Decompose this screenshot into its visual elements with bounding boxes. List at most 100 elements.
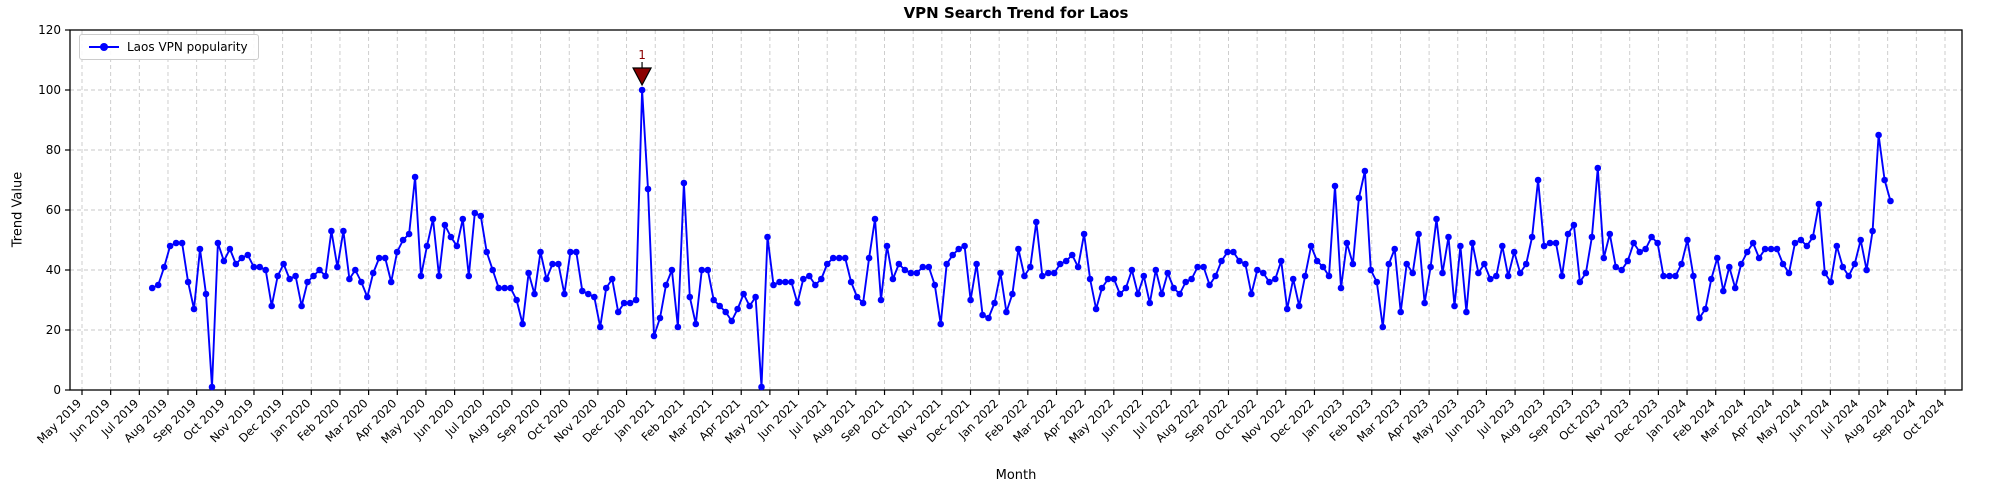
data-point [1815, 200, 1823, 208]
data-point [788, 278, 795, 286]
data-point [961, 242, 968, 250]
data-point [334, 263, 341, 271]
data-point [1242, 260, 1249, 268]
data-point [1188, 275, 1195, 283]
data-point [208, 383, 216, 391]
data-point [1068, 251, 1076, 259]
data-point [1092, 305, 1100, 313]
data-point [752, 293, 759, 301]
data-point [453, 242, 461, 250]
legend: Laos VPN popularity [79, 34, 259, 60]
data-point [154, 281, 162, 289]
data-point [316, 266, 323, 274]
data-point [262, 266, 270, 274]
data-point [1833, 242, 1841, 250]
y-tick-label: 100 [38, 83, 61, 97]
data-point [268, 302, 276, 310]
data-point [1463, 308, 1470, 316]
data-point [387, 278, 395, 286]
data-point [1260, 269, 1267, 277]
data-point [531, 290, 538, 298]
data-point [1056, 260, 1064, 268]
data-point [1522, 260, 1530, 268]
data-point [728, 317, 735, 325]
data-point [501, 284, 509, 292]
data-point [399, 236, 407, 244]
data-point [447, 233, 455, 241]
data-point [1146, 299, 1154, 307]
y-tick-label: 0 [53, 383, 61, 397]
data-point [1421, 299, 1428, 307]
data-point [1582, 269, 1590, 277]
data-point [937, 320, 944, 328]
data-point [776, 278, 783, 286]
data-point [638, 86, 646, 94]
legend-line-marker-icon [89, 42, 119, 52]
data-point [1170, 284, 1177, 292]
data-point [184, 278, 192, 286]
data-point [1266, 278, 1273, 286]
data-point [823, 260, 831, 268]
data-point [1283, 305, 1291, 313]
data-point [310, 272, 317, 280]
data-point [1528, 233, 1536, 241]
data-point [859, 299, 867, 307]
data-point [1295, 302, 1303, 310]
data-point [746, 302, 753, 310]
data-point [244, 251, 252, 259]
data-point [1749, 239, 1757, 247]
data-point [770, 281, 777, 289]
data-point [328, 227, 335, 235]
data-point [1797, 236, 1805, 244]
data-point [608, 275, 616, 283]
data-point [1128, 266, 1136, 274]
data-point [232, 260, 240, 268]
data-point [602, 284, 610, 292]
data-point [1839, 263, 1847, 271]
data-point [1636, 248, 1643, 256]
data-point [650, 332, 658, 340]
data-point [352, 266, 359, 274]
data-point [758, 383, 765, 391]
data-point [632, 296, 640, 304]
data-point [955, 245, 962, 253]
data-point [585, 290, 592, 298]
data-point [196, 245, 204, 253]
data-point [1678, 260, 1685, 268]
data-point [166, 242, 174, 250]
data-point [704, 266, 712, 274]
data-point [812, 281, 819, 289]
data-point [214, 239, 222, 247]
data-point [1540, 242, 1548, 250]
data-point [1009, 290, 1016, 298]
data-point [1827, 278, 1835, 286]
chart-title: VPN Search Trend for Laos [903, 4, 1129, 22]
data-point [1415, 230, 1422, 238]
data-point [495, 284, 503, 292]
data-point [148, 284, 156, 292]
data-point [1355, 194, 1363, 202]
data-point [465, 272, 473, 280]
data-point [1361, 167, 1369, 175]
data-point [1708, 275, 1715, 283]
data-point [853, 293, 861, 301]
data-point [274, 272, 282, 280]
data-point [680, 179, 688, 187]
data-point [967, 296, 974, 304]
data-point [818, 275, 825, 283]
data-point [1439, 269, 1446, 277]
data-point [943, 260, 950, 268]
data-point [1534, 176, 1542, 184]
data-point [1176, 290, 1183, 298]
data-point [358, 278, 365, 286]
data-point [1451, 302, 1458, 310]
data-point [1230, 248, 1237, 256]
data-point [1785, 269, 1793, 277]
data-point [1809, 233, 1817, 241]
data-point [429, 215, 437, 223]
data-point [1152, 266, 1160, 274]
data-point [1039, 272, 1046, 280]
data-point [1857, 236, 1864, 244]
data-point [1367, 266, 1375, 274]
